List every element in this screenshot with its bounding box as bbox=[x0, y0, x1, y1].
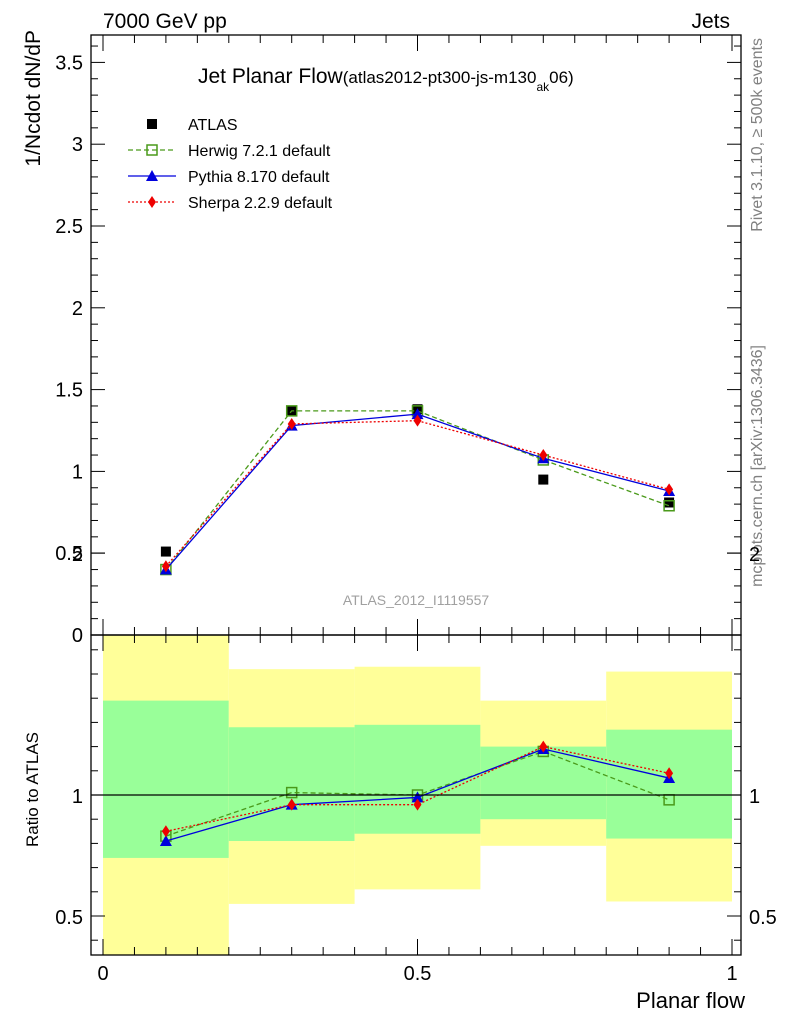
legend-marker-herwig bbox=[146, 144, 158, 156]
ratio-ytick-label-right: 1 bbox=[749, 786, 760, 808]
chart-title-main: Jet Planar Flow bbox=[198, 65, 344, 88]
header-right: Jets bbox=[691, 10, 730, 33]
ratio-ytick-label: 2 bbox=[72, 544, 83, 566]
main-point-atlas bbox=[538, 474, 549, 485]
chart-title-subscript: ak bbox=[536, 80, 550, 94]
legend-label-atlas: ATLAS bbox=[188, 117, 238, 134]
main-point-sherpa bbox=[287, 417, 296, 430]
main-ytick-label: 0 bbox=[72, 625, 83, 647]
header-left: 7000 GeV pp bbox=[103, 10, 227, 33]
ratio-uncertainty-bands bbox=[103, 635, 732, 955]
analysis-watermark: ATLAS_2012_I1119557 bbox=[343, 592, 490, 608]
main-line-sherpa bbox=[165, 420, 670, 567]
legend-label-sherpa: Sherpa 2.2.9 default bbox=[188, 195, 333, 212]
main-point-sherpa bbox=[665, 483, 674, 496]
ratio-point-sherpa bbox=[161, 825, 170, 838]
chart-title-sub: (atlas2012-pt300-js-m130 bbox=[343, 68, 537, 87]
main-point-herwig bbox=[663, 500, 675, 512]
ratio-xtick-label: 1 bbox=[726, 963, 737, 985]
ratio-point-sherpa bbox=[413, 798, 422, 811]
ratio-xtick-label: 0.5 bbox=[404, 963, 432, 985]
main-point-pythia bbox=[411, 408, 424, 420]
ratio-band-green bbox=[228, 727, 355, 841]
ratio-point-sherpa bbox=[287, 798, 296, 811]
main-ytick-label: 3.5 bbox=[55, 52, 83, 74]
ratio-xtick-label: 0 bbox=[97, 963, 108, 985]
main-point-sherpa bbox=[539, 449, 548, 462]
axes-layer: 0 0.5 1 1.5 2 2.5 3 3.5 0 0.5 1 0.5 0.5 1 1 2 2 bbox=[55, 34, 777, 985]
legend-marker-pythia bbox=[146, 170, 158, 181]
ratio-ytick-label-right: 2 bbox=[749, 544, 760, 566]
main-line-herwig bbox=[165, 410, 670, 570]
rivet-label: Rivet 3.1.10, ≥ 500k events bbox=[749, 38, 766, 232]
legend-marker-atlas bbox=[147, 119, 157, 129]
main-point-atlas bbox=[664, 497, 675, 508]
legend-marker-sherpa bbox=[148, 196, 156, 208]
ratio-line-sherpa bbox=[165, 745, 670, 832]
main-point-atlas bbox=[160, 546, 171, 557]
main-point-sherpa bbox=[413, 414, 422, 427]
ratio-point-sherpa bbox=[665, 767, 674, 780]
main-point-sherpa bbox=[161, 560, 170, 573]
ratio-ytick-label: 0.5 bbox=[55, 907, 83, 929]
mcplots-label: mcplots.cern.ch [arXiv:1306.3436] bbox=[749, 345, 766, 587]
legend-label-pythia: Pythia 8.170 default bbox=[188, 169, 330, 186]
main-point-herwig bbox=[285, 405, 298, 417]
ratio-ytick-label-right: 0.5 bbox=[749, 907, 777, 929]
ratio-ylabel: Ratio to ATLAS bbox=[23, 732, 42, 847]
main-ytick-label: 0.5 bbox=[55, 543, 83, 565]
ratio-point-sherpa bbox=[539, 740, 548, 753]
ratio-ytick-label: 1 bbox=[72, 786, 83, 808]
main-ytick-label: 2 bbox=[72, 298, 83, 320]
main-series-layer bbox=[159, 404, 676, 576]
chart-title-sub-end: 06) bbox=[549, 68, 574, 87]
main-ytick-label: 2.5 bbox=[55, 216, 83, 238]
ratio-point-pythia bbox=[159, 834, 172, 846]
legend: ATLAS Herwig 7.2.1 default Pythia 8.170 de… bbox=[128, 117, 333, 212]
ratio-band-green bbox=[480, 746, 607, 820]
main-ylabel: 1/Ncdot dN/dP bbox=[22, 30, 45, 167]
legend-label-herwig: Herwig 7.2.1 default bbox=[188, 143, 331, 160]
main-ytick-label: 3 bbox=[72, 134, 83, 156]
ratio-band-green bbox=[354, 724, 481, 834]
ratio-point-herwig bbox=[285, 786, 298, 799]
chart-title: Jet Planar Flow(atlas2012-pt300-js-m130a… bbox=[198, 65, 574, 94]
main-ytick-label: 1.5 bbox=[55, 380, 83, 402]
ratio-point-pythia bbox=[411, 791, 424, 803]
main-line-pythia bbox=[165, 413, 670, 570]
main-ytick-label: 1 bbox=[72, 461, 83, 483]
ratio-xlabel: Planar flow bbox=[636, 988, 745, 1013]
ratio-band-green bbox=[606, 729, 732, 839]
